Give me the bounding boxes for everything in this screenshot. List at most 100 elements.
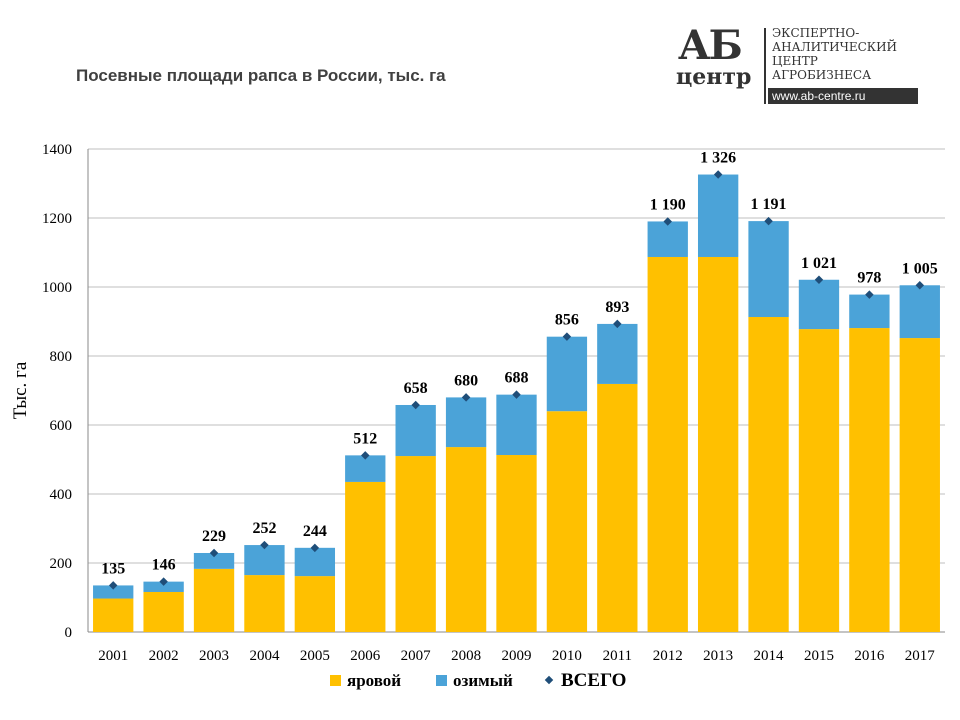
total-label: 252 [252, 520, 276, 537]
x-tick-label: 2017 [905, 648, 936, 664]
bar-yarovoy [445, 447, 487, 632]
bar-ozimy [849, 294, 890, 329]
legend-label: яровой [347, 671, 401, 690]
total-label: 688 [505, 370, 529, 387]
x-tick-label: 2007 [401, 648, 432, 664]
logo-line: ЭКСПЕРТНО- [772, 26, 860, 40]
legend-label: ВСЕГО [561, 670, 626, 691]
x-tick-label: 2006 [350, 648, 381, 664]
logo-divider [764, 28, 766, 104]
bar-yarovoy [546, 411, 588, 632]
total-marker [260, 540, 269, 550]
bar-ozimy [798, 279, 840, 330]
total-label: 893 [605, 299, 629, 316]
x-tick-label: 2013 [703, 648, 733, 664]
x-tick-label: 2002 [149, 648, 179, 664]
total-marker [461, 393, 471, 402]
total-label: 146 [152, 557, 176, 574]
bar-ozimy [395, 404, 436, 457]
bar-yarovoy [93, 598, 134, 632]
total-label: 244 [303, 523, 327, 540]
bar-yarovoy [647, 256, 688, 632]
total-marker [915, 281, 925, 290]
bar-yarovoy [697, 256, 739, 632]
bar-yarovoy [193, 568, 235, 632]
y-tick-label: 1400 [42, 142, 72, 158]
ab-centre-logo: АБ центр ЭКСПЕРТНО- АНАЛИТИЧЕСКИЙ ЦЕНТР … [672, 22, 922, 106]
bar-yarovoy [294, 576, 336, 632]
y-tick-label: 400 [50, 487, 73, 503]
logo-line: ЦЕНТР [772, 54, 818, 68]
total-marker [562, 332, 572, 341]
bar-ozimy [143, 581, 184, 592]
total-marker [613, 319, 622, 329]
y-tick-label: 600 [50, 418, 73, 434]
bar-ozimy [697, 174, 739, 257]
bar-yarovoy [899, 338, 940, 632]
logo-text: ЭКСПЕРТНО- АНАЛИТИЧЕСКИЙ ЦЕНТР АГРОБИЗНЕ… [772, 26, 897, 82]
bar-yarovoy [849, 328, 890, 632]
legend-swatch-ozimy [436, 675, 447, 686]
logo-centre: центр [676, 64, 752, 90]
total-marker [512, 390, 521, 399]
bar-ozimy [345, 455, 386, 482]
legend-marker-total [544, 675, 554, 685]
total-marker [814, 275, 824, 284]
bar-ozimy [93, 585, 134, 599]
x-tick-label: 2012 [653, 648, 683, 664]
x-tick-label: 2008 [451, 648, 481, 664]
x-tick-label: 2009 [502, 648, 532, 664]
y-tick-label: 1000 [42, 280, 72, 296]
logo-line: АНАЛИТИЧЕСКИЙ [772, 40, 898, 54]
total-label: 978 [857, 270, 881, 287]
total-marker [411, 400, 420, 410]
total-label: 135 [101, 560, 125, 577]
x-tick-label: 2011 [603, 648, 632, 664]
bar-ozimy [597, 323, 638, 384]
bar-ozimy [244, 545, 285, 576]
bar-ozimy [899, 285, 940, 339]
y-tick-label: 0 [65, 625, 73, 641]
bar-ozimy [193, 552, 235, 569]
x-tick-label: 2015 [804, 648, 834, 664]
y-tick-label: 200 [50, 556, 73, 572]
total-label: 658 [404, 380, 428, 397]
bar-yarovoy [748, 317, 789, 632]
legend-swatch-yarovoy [330, 675, 341, 686]
x-tick-label: 2014 [754, 648, 785, 664]
x-tick-label: 2001 [98, 648, 128, 664]
x-tick-label: 2004 [249, 648, 280, 664]
total-label: 1 191 [751, 196, 787, 213]
bar-ozimy [496, 394, 537, 456]
total-label: 1 005 [902, 260, 938, 277]
bar-yarovoy [143, 591, 184, 632]
y-axis-label: Тыс. га [10, 361, 31, 419]
total-marker [865, 290, 874, 299]
total-marker [310, 543, 320, 553]
total-label: 1 190 [650, 196, 686, 213]
x-tick-label: 2005 [300, 648, 330, 664]
logo-url: www.ab-centre.ru [768, 88, 918, 104]
total-label: 229 [202, 528, 226, 545]
bar-yarovoy [597, 383, 638, 632]
bar-yarovoy [345, 481, 386, 632]
bar-ozimy [748, 221, 789, 318]
bar-yarovoy [395, 456, 436, 632]
legend-label: озимый [453, 671, 513, 690]
total-label: 512 [353, 430, 377, 447]
bar-ozimy [294, 547, 336, 577]
y-tick-label: 800 [50, 349, 73, 365]
total-label: 680 [454, 372, 478, 389]
logo-line: АГРОБИЗНЕСА [772, 68, 872, 82]
x-tick-label: 2003 [199, 648, 229, 664]
bar-ozimy [647, 221, 688, 257]
total-label: 1 326 [700, 150, 736, 167]
bar-ozimy [546, 336, 588, 412]
total-label: 856 [555, 312, 579, 329]
logo-ab: АБ [678, 22, 743, 69]
bar-ozimy [445, 397, 487, 448]
x-tick-label: 2010 [552, 648, 582, 664]
x-tick-label: 2016 [854, 648, 885, 664]
chart-title: Посевные площади рапса в России, тыс. га [76, 66, 446, 85]
